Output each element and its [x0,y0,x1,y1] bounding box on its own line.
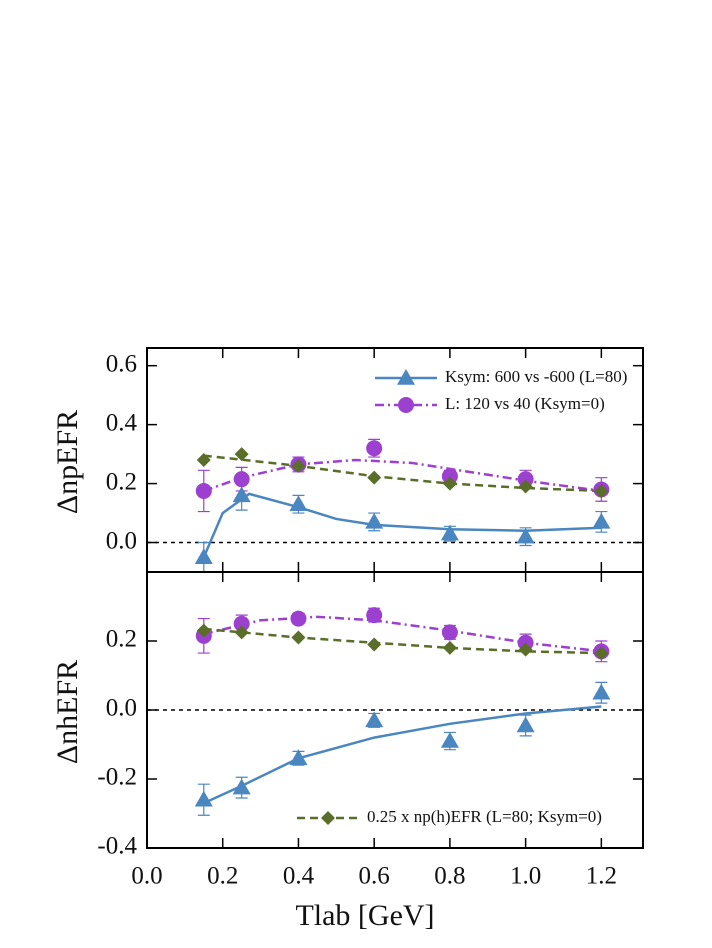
data-point [516,716,535,733]
data-point [440,524,459,541]
data-point [234,625,249,640]
data-point [594,483,609,498]
data-point [232,778,251,795]
panel: 0.0 0.2 0.4 0.6 Ksym: 600 vs -600 (L=80) L: 1… [51,347,644,573]
data-point [367,470,382,485]
data-point [442,640,457,655]
data-point [441,468,458,485]
data-point [440,732,459,748]
data-point [232,486,251,503]
data-point [594,646,609,661]
fit-curve [203,458,602,493]
data-point [194,790,213,807]
data-point [290,610,307,627]
y-axis-label: ΔnhEFR [51,660,84,764]
data-point [365,512,384,529]
data-point [194,548,213,565]
x-tick-label: 0.8 [434,863,465,890]
data-point [289,495,308,511]
data-point [233,615,250,632]
panel: -0.4 -0.2 0.0 0.2 0.0 0.2 0.4 0.6 0.8 1.0 1.2 0.25 … [51,571,644,932]
data-point [517,471,534,488]
x-tick-label: 1.0 [510,863,541,890]
fit-curve [203,705,602,805]
legend-marker [398,397,414,413]
data-point [441,624,458,641]
y-tick-label: 0.0 [106,695,137,722]
data-point [366,607,383,624]
legend-label: L: 120 vs 40 (Ksym=0) [445,394,605,413]
data-point [365,711,384,728]
data-point [291,458,306,473]
y-tick-label: -0.4 [97,833,137,860]
x-tick-label: 0.6 [359,863,390,890]
y-tick-label: -0.2 [97,764,137,791]
y-tick-label: 0.2 [106,626,137,653]
x-tick-label: 0.4 [283,863,315,890]
data-point [366,440,383,457]
data-point [592,512,611,529]
data-point [367,637,382,652]
data-point [196,453,211,467]
legend-marker [397,369,415,385]
plot-frame [146,571,644,849]
y-tick-label: 0.4 [106,409,138,436]
data-point [518,642,533,657]
x-axis-label: Tlab [GeV] [295,899,434,932]
data-point [592,683,611,700]
x-tick-label: 0.2 [207,863,238,890]
data-point [195,482,212,499]
legend-marker [321,811,335,825]
y-axis-label: ΔnpEFR [51,410,84,514]
data-point [518,479,533,494]
y-tick-label: 0.2 [106,468,137,495]
data-point [196,623,211,638]
data-point [233,471,250,488]
data-point [516,527,535,544]
data-point [442,476,457,491]
x-tick-label: 1.2 [586,863,617,890]
fit-curve [202,492,602,558]
x-tick-label: 0.0 [131,863,162,890]
data-point [291,630,306,645]
y-tick-label: 0.0 [106,527,137,554]
fit-curve [203,627,602,655]
data-point [234,447,249,462]
data-point [289,749,308,766]
legend-label: 0.25 x np(h)EFR (L=80; Ksym=0) [367,807,602,826]
legend-label: Ksym: 600 vs -600 (L=80) [445,367,627,386]
y-tick-label: 0.6 [106,350,137,377]
fit-curve [203,454,602,493]
